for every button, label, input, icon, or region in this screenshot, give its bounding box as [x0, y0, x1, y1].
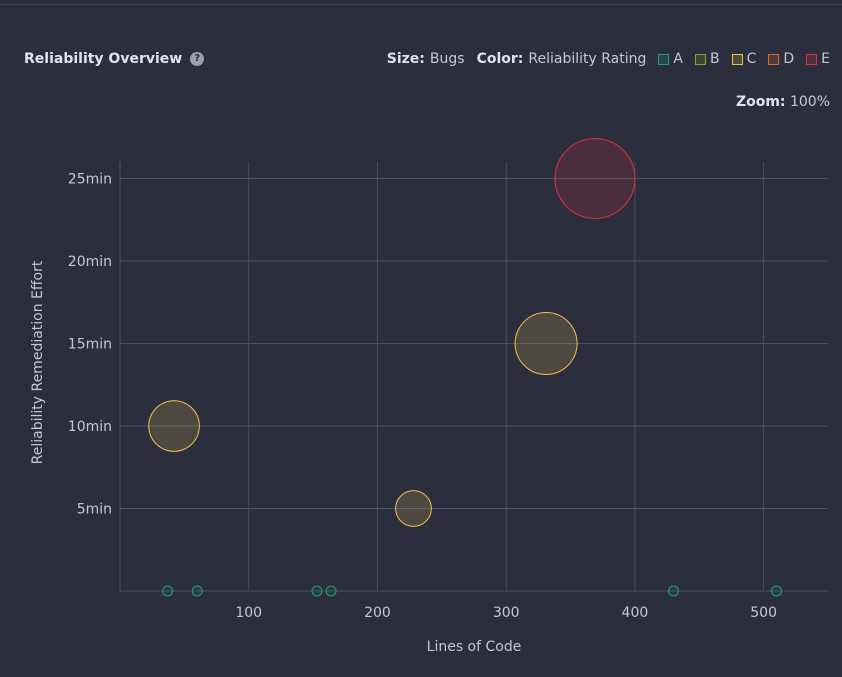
data-bubble[interactable]: [311, 585, 323, 597]
zoom-indicator: Zoom: 100%: [736, 94, 830, 110]
y-axis-title: Reliability Remediation Effort: [30, 260, 46, 464]
chart-legend: Size: Bugs Color: Reliability Rating A B C…: [387, 51, 830, 67]
y-tick-label: 10min: [68, 419, 112, 435]
x-tick-label: 200: [364, 605, 391, 621]
legend-label: B: [709, 51, 720, 67]
legend-label: C: [746, 51, 757, 67]
zoom-value: 100%: [789, 94, 830, 110]
legend-item-c[interactable]: C: [731, 51, 757, 67]
chart-title: Reliability Overview: [24, 51, 183, 67]
size-label: Size:: [386, 51, 425, 67]
legend-item-e[interactable]: E: [806, 51, 830, 67]
top-divider: [0, 0, 842, 5]
legend-swatch: [731, 53, 743, 65]
size-info: Size: Bugs: [387, 51, 465, 67]
legend-swatch: [694, 53, 706, 65]
data-bubble[interactable]: [514, 312, 578, 375]
x-tick-label: 500: [750, 605, 777, 621]
data-bubble[interactable]: [668, 585, 680, 597]
rating-legend-items: A B C D E: [646, 51, 830, 67]
legend-swatch: [768, 53, 780, 65]
title-group: Reliability Overview ?: [24, 51, 205, 67]
chart-header: Reliability Overview ? Size: Bugs Color:…: [24, 48, 830, 70]
data-bubble[interactable]: [771, 585, 783, 597]
color-info: Color: Reliability Rating: [477, 51, 647, 67]
data-bubble[interactable]: [148, 400, 200, 452]
help-icon[interactable]: ?: [190, 52, 205, 66]
color-label: Color:: [476, 51, 524, 67]
legend-item-a[interactable]: A: [658, 51, 683, 67]
chart-ticks: 100 200 300 400 500 5min 10min 15min 20min 25min: [68, 172, 777, 622]
data-bubble[interactable]: [325, 585, 337, 597]
size-value: Bugs: [429, 51, 465, 67]
legend-label: A: [673, 51, 683, 67]
data-bubble[interactable]: [162, 585, 174, 597]
x-axis-title: Lines of Code: [427, 639, 522, 655]
y-tick-label: 5min: [77, 502, 112, 518]
chart-bubbles: [148, 138, 783, 597]
color-value: Reliability Rating: [528, 51, 647, 67]
x-tick-label: 300: [493, 605, 520, 621]
data-bubble[interactable]: [191, 585, 203, 597]
legend-label: E: [821, 51, 830, 67]
x-tick-label: 100: [235, 605, 262, 621]
data-bubble[interactable]: [395, 490, 432, 527]
zoom-label: Zoom:: [735, 94, 786, 110]
legend-swatch: [658, 53, 670, 65]
legend-item-d[interactable]: D: [768, 51, 794, 67]
chart-grid: [119, 162, 828, 592]
data-bubble[interactable]: [554, 138, 636, 219]
y-tick-label: 15min: [68, 337, 112, 353]
y-tick-label: 25min: [68, 172, 112, 188]
y-tick-label: 20min: [68, 254, 112, 270]
legend-label: D: [783, 51, 795, 67]
x-tick-label: 400: [622, 605, 649, 621]
legend-swatch: [806, 53, 818, 65]
legend-item-b[interactable]: B: [694, 51, 720, 67]
